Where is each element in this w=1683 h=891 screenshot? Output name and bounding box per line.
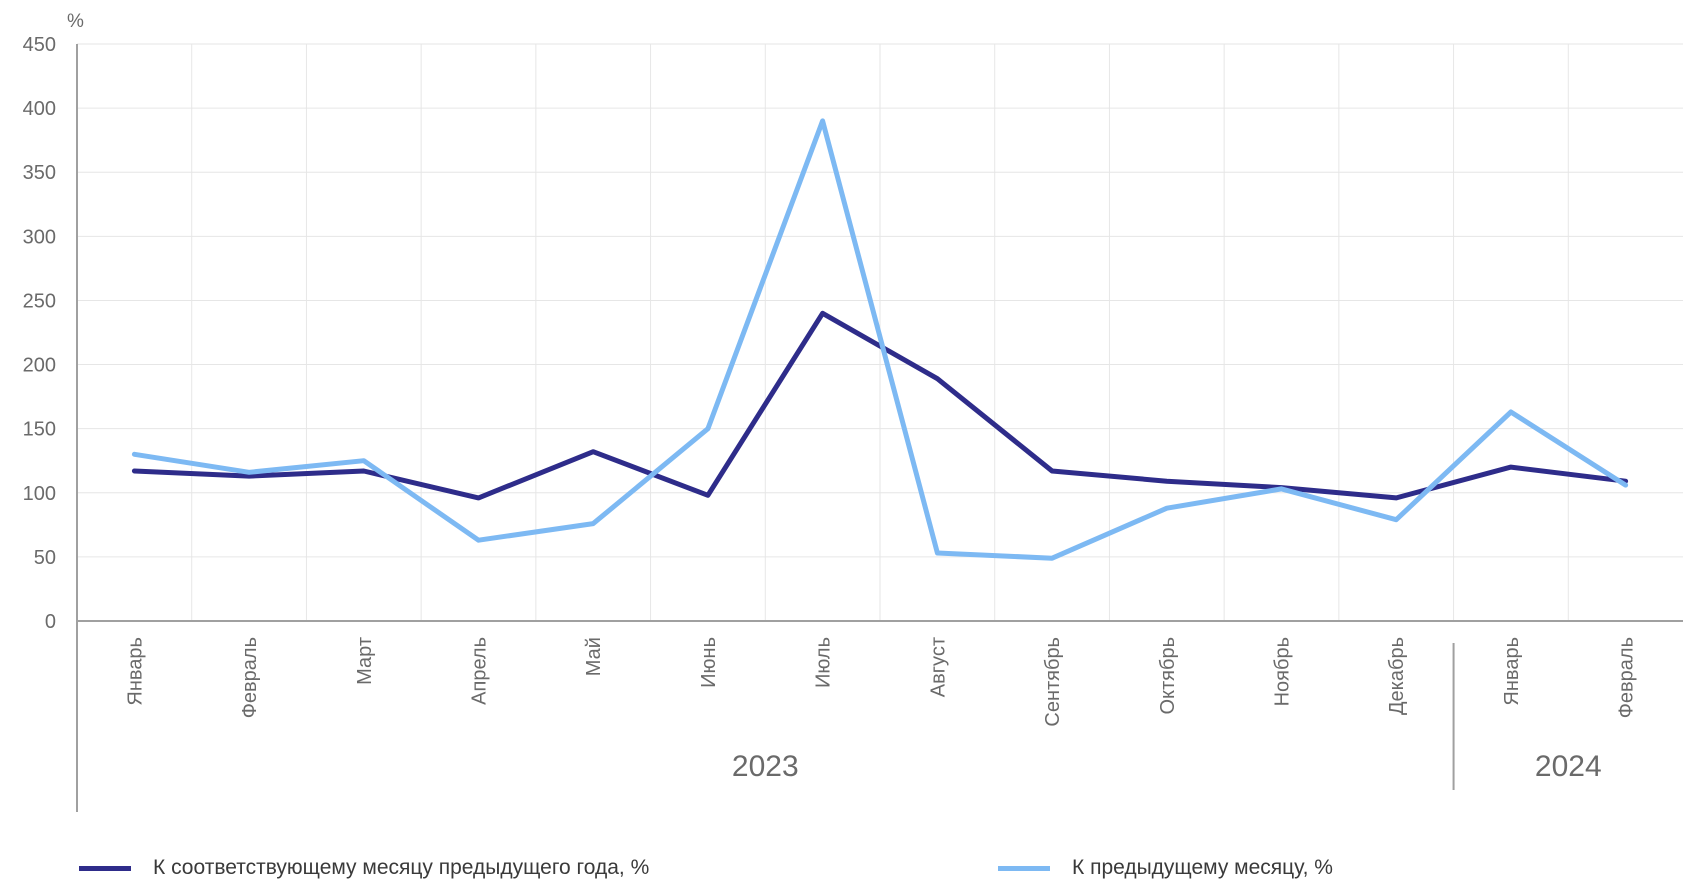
data-point-s1 [1164, 506, 1169, 511]
data-point-s0 [1508, 465, 1513, 470]
legend-swatch-1 [998, 865, 1050, 871]
data-point-s0 [705, 493, 710, 498]
data-point-s0 [1050, 468, 1055, 473]
x-tick-label: Март [354, 637, 376, 685]
data-point-s0 [1164, 479, 1169, 484]
legend-label-0: К соответствующему месяцу предыдущего го… [153, 856, 650, 879]
x-tick-label: Январь [1501, 637, 1523, 706]
y-tick-label: 50 [34, 547, 56, 569]
data-point-s0 [591, 449, 596, 454]
y-tick-label: 400 [23, 98, 56, 120]
x-tick-label: Январь [124, 637, 146, 706]
x-tick-label: Февраль [239, 637, 261, 718]
y-tick-label: 450 [23, 34, 56, 56]
y-tick-label: 200 [23, 355, 56, 377]
data-point-s0 [820, 311, 825, 316]
data-point-s0 [132, 468, 137, 473]
data-point-s1 [1508, 409, 1513, 414]
legend-item-1: К предыдущему месяцу, % [998, 856, 1333, 880]
data-point-s1 [247, 470, 252, 475]
data-point-s0 [476, 495, 481, 500]
legend-swatch-0 [79, 865, 131, 871]
data-point-s1 [591, 521, 596, 526]
y-unit-label: % [67, 11, 84, 32]
series-lines [131, 118, 1629, 561]
data-point-s1 [1394, 517, 1399, 522]
y-tick-label: 300 [23, 226, 56, 248]
x-tick-label: Май [583, 637, 605, 676]
legend-item-0: К соответствующему месяцу предыдущего го… [79, 856, 649, 880]
year-group-label: 2024 [1535, 750, 1602, 783]
x-tick-label: Июль [813, 637, 835, 688]
y-tick-label: 150 [23, 419, 56, 441]
grid [77, 43, 1683, 621]
data-point-s0 [1394, 495, 1399, 500]
data-point-s0 [935, 376, 940, 381]
data-point-s1 [476, 538, 481, 543]
y-tick-label: 0 [45, 611, 56, 633]
year-group-label: 2023 [732, 750, 799, 783]
x-tick-label: Сентябрь [1042, 637, 1064, 727]
y-tick-label: 250 [23, 290, 56, 312]
y-tick-label: 100 [23, 483, 56, 505]
data-point-s1 [935, 551, 940, 556]
data-point-s1 [132, 452, 137, 457]
y-tick-label: 350 [23, 162, 56, 184]
data-point-s1 [1623, 483, 1628, 488]
x-tick-label: Август [927, 637, 949, 697]
x-axis: Январь Февраль Март Апрель Май Июнь Июль Август… [76, 44, 1683, 812]
x-tick-label: Июнь [698, 637, 720, 688]
data-point-s1 [1050, 556, 1055, 561]
data-point-s1 [1279, 486, 1284, 491]
x-tick-label: Апрель [469, 637, 491, 705]
x-tick-label: Декабрь [1386, 637, 1408, 715]
data-point-s1 [705, 426, 710, 431]
x-tick-label: Октябрь [1157, 637, 1179, 715]
data-point-s1 [361, 458, 366, 463]
data-point-s0 [361, 468, 366, 473]
y-axis-ticks: 0 50 100 150 200 250 300 350 400 450 [23, 34, 56, 633]
data-point-s1 [820, 118, 825, 123]
x-tick-label: Ноябрь [1272, 637, 1294, 706]
legend-label-1: К предыдущему месяцу, % [1072, 856, 1333, 879]
series-line-1 [131, 118, 1629, 561]
x-tick-label: Февраль [1616, 637, 1638, 718]
